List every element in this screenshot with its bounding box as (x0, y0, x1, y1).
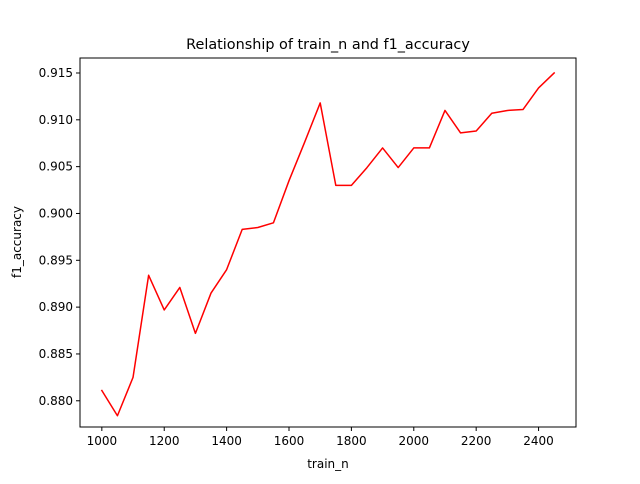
chart-title: Relationship of train_n and f1_accuracy (186, 37, 470, 53)
y-tick-label: 0.885 (39, 347, 73, 361)
x-tick-label: 2400 (523, 434, 554, 448)
y-tick-label: 0.910 (39, 113, 73, 127)
x-tick-label: 2000 (399, 434, 430, 448)
x-tick-label: 1600 (274, 434, 305, 448)
x-axis-label: train_n (307, 457, 349, 471)
series-line (100, 71, 556, 417)
y-tick-label: 0.880 (39, 394, 73, 408)
x-tick-label: 1000 (87, 434, 118, 448)
y-tick-label: 0.890 (39, 300, 73, 314)
y-axis-ticks: 0.880 0.885 0.890 0.895 0.900 0.905 0.910 0.915 (39, 66, 80, 408)
x-tick-label: 2200 (461, 434, 492, 448)
y-axis-label: f1_accuracy (10, 206, 24, 278)
series-layer (100, 71, 556, 417)
y-tick-label: 0.900 (39, 206, 73, 220)
x-tick-label: 1200 (149, 434, 180, 448)
plot-frame (79, 57, 577, 428)
y-tick-label: 0.915 (39, 66, 73, 80)
x-axis-ticks: 1000 1200 1400 1600 1800 2000 2200 2400 (87, 427, 554, 448)
y-tick-label: 0.905 (39, 160, 73, 174)
x-tick-label: 1800 (336, 434, 367, 448)
x-tick-label: 1400 (211, 434, 242, 448)
plot-area (80, 58, 576, 427)
y-tick-label: 0.895 (39, 253, 73, 267)
